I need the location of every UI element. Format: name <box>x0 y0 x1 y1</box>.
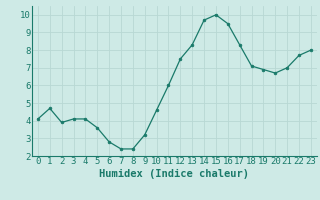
X-axis label: Humidex (Indice chaleur): Humidex (Indice chaleur) <box>100 169 249 179</box>
